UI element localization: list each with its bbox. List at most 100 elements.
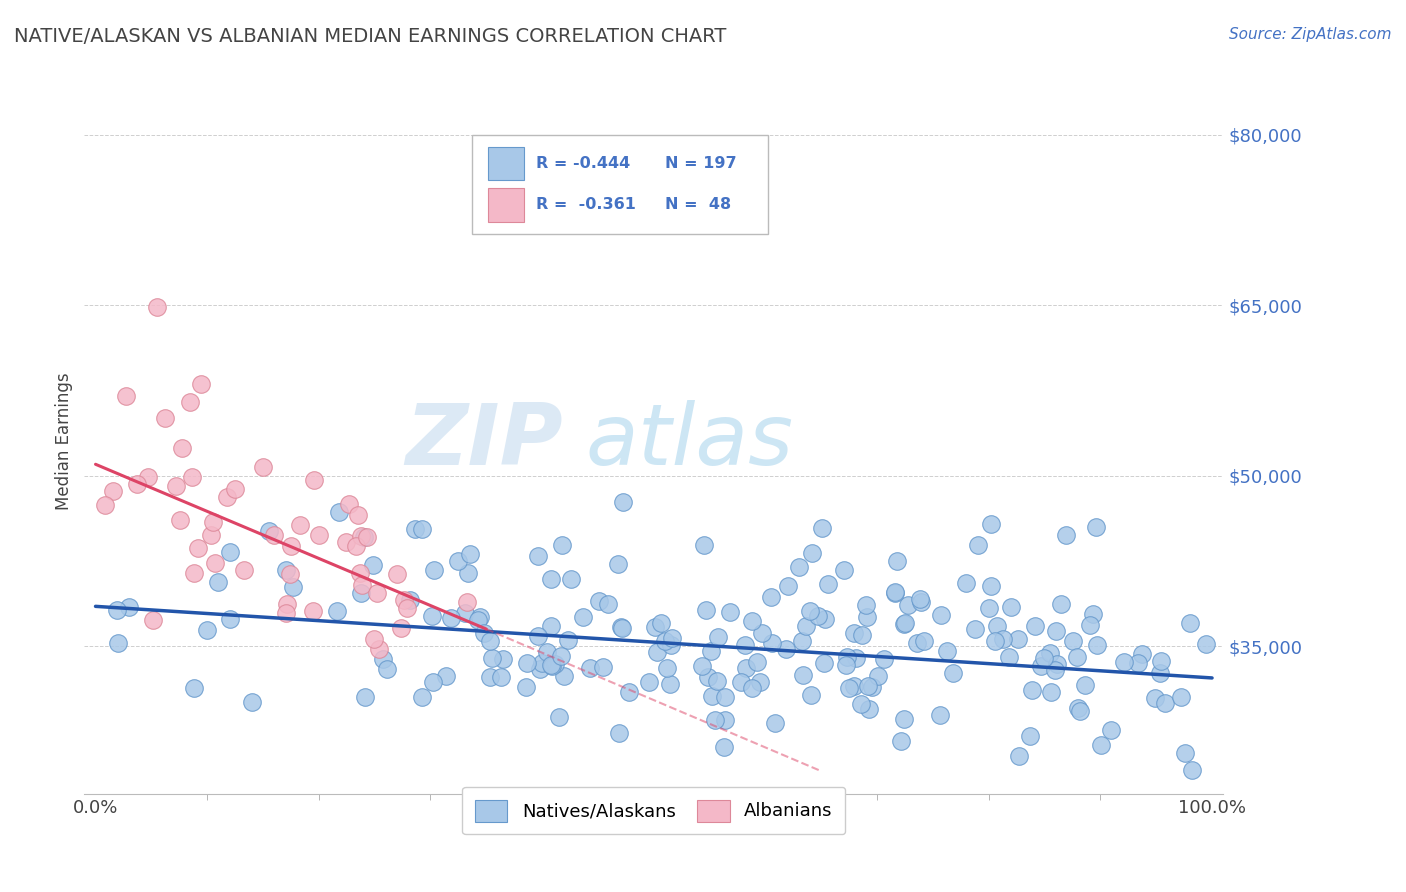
Point [661,631,683,645]
Point [813,656,835,670]
Point [204,556,226,570]
Point [1062,633,1084,648]
Point [389,621,412,635]
Point [553,669,575,683]
Point [801,546,824,560]
Point [423,563,446,577]
Point [749,675,772,690]
Point [434,668,457,682]
Point [706,673,728,688]
Point [792,634,814,648]
Point [644,620,666,634]
Point [1144,691,1167,706]
Point [1039,646,1062,660]
Point [224,482,246,496]
Point [792,667,814,681]
Text: ZIP: ZIP [405,400,562,483]
FancyBboxPatch shape [488,147,524,180]
Point [232,563,254,577]
Point [181,470,204,484]
Point [787,559,810,574]
Point [353,531,375,545]
Point [1019,729,1042,743]
Point [1085,638,1108,652]
Point [200,528,222,542]
Point [851,627,873,641]
Point [350,529,373,543]
Point [928,708,950,723]
Point [1174,746,1197,760]
Point [1112,655,1135,669]
Point [617,685,640,699]
Point [202,516,225,530]
FancyBboxPatch shape [488,188,524,222]
Point [516,656,538,670]
Point [187,541,209,555]
Point [855,598,877,612]
Point [456,594,478,608]
Point [308,528,330,542]
Point [1000,599,1022,614]
Point [713,690,735,704]
Point [544,657,567,672]
Text: NATIVE/ALASKAN VS ALBANIAN MEDIAN EARNINGS CORRELATION CHART: NATIVE/ALASKAN VS ALBANIAN MEDIAN EARNIN… [14,27,727,45]
Point [842,679,865,693]
Point [693,538,716,552]
Point [814,612,837,626]
Point [278,567,301,582]
Point [1021,683,1043,698]
Point [1054,527,1077,541]
Point [183,566,205,580]
Point [411,690,433,704]
Point [1033,651,1056,665]
Point [837,649,859,664]
Point [718,606,741,620]
Point [713,740,735,755]
Point [219,545,242,559]
Point [366,586,388,600]
Point [396,600,419,615]
Point [363,632,385,646]
Point [1067,700,1090,714]
Point [337,497,360,511]
Point [274,563,297,577]
Point [460,547,482,561]
Point [984,633,1007,648]
Point [560,573,582,587]
Point [697,670,720,684]
Point [832,563,855,577]
Point [745,655,768,669]
Text: N = 197: N = 197 [665,156,737,170]
Point [547,710,569,724]
Point [349,566,371,580]
Point [700,644,723,658]
Point [94,498,117,512]
Point [817,576,839,591]
Point [607,558,630,572]
Point [1128,656,1150,670]
Point [1043,663,1066,677]
Point [526,629,548,643]
Point [422,675,444,690]
Point [1083,607,1105,622]
Point [375,662,398,676]
Point [344,539,367,553]
Point [179,395,201,409]
Point [929,608,952,623]
Point [457,566,479,580]
Point [169,513,191,527]
Point [592,660,614,674]
Point [1090,738,1112,752]
Point [866,669,889,683]
Point [411,522,433,536]
Y-axis label: Median Earnings: Median Earnings [55,373,73,510]
Point [763,715,786,730]
Point [1149,666,1171,681]
Point [894,615,917,630]
Point [531,656,554,670]
Point [153,410,176,425]
Point [838,681,860,695]
Point [849,697,872,711]
Point [659,638,682,652]
Point [492,651,515,665]
